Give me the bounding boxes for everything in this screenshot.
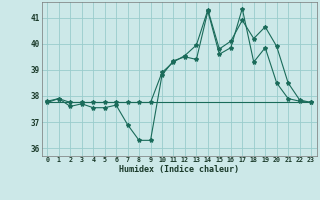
X-axis label: Humidex (Indice chaleur): Humidex (Indice chaleur) <box>119 165 239 174</box>
